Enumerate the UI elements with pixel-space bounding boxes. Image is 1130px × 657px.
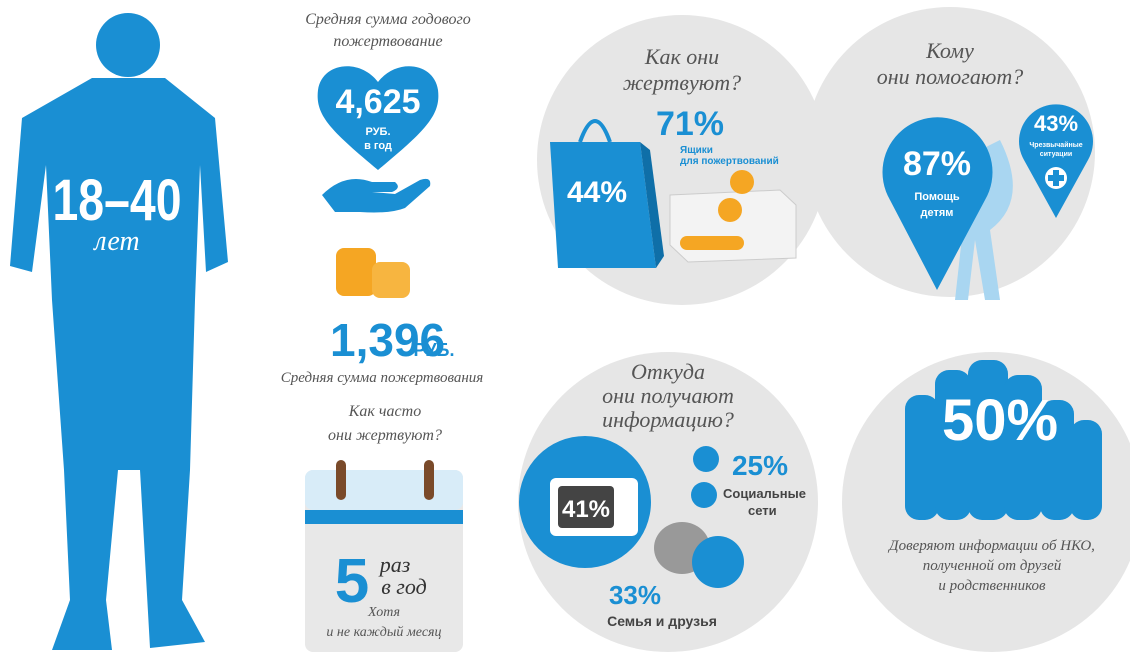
frequency-unit: в год — [381, 574, 426, 599]
sources-title: информацию? — [602, 407, 734, 432]
page: Infographic {"person": {"age": "18–40", … — [0, 0, 1130, 657]
how-box-label: для пожертвований — [680, 156, 779, 167]
annual-unit: РУБ. — [366, 126, 391, 138]
facebook-icon — [693, 446, 719, 472]
trust-caption: полученной от друзей — [923, 558, 1062, 574]
bubble — [692, 536, 744, 588]
coin-stack — [336, 248, 376, 296]
sources-social-share: 25% — [732, 450, 788, 481]
infographic: 18–40 лет Средняя сумма годового пожертв… — [0, 0, 1130, 657]
hand — [322, 179, 430, 213]
frequency-title: они жертвуют? — [328, 427, 442, 444]
body: 18–40 лет Средняя сумма годового пожертв… — [0, 0, 1130, 657]
sources-social-label: сети — [748, 503, 777, 518]
trust-caption: и родственников — [938, 578, 1046, 594]
person — [905, 395, 939, 520]
annual-title: Средняя сумма годового — [305, 11, 471, 28]
average-caption: Средняя сумма пожертвования — [281, 370, 484, 386]
coin — [718, 198, 742, 222]
whom-emergency-label: ситуации — [1040, 151, 1072, 158]
how-bag-share: 44% — [567, 176, 627, 209]
calendar-ring — [336, 460, 346, 500]
coins — [336, 248, 410, 298]
sources-social-label: Социальные — [723, 486, 806, 501]
frequency-count: 5 — [335, 547, 369, 616]
frequency-note: Хотя — [367, 605, 400, 620]
coin-stack — [372, 262, 410, 298]
calendar-ring — [424, 460, 434, 500]
twitter-icon — [691, 482, 717, 508]
how-title: жертвуют? — [623, 70, 741, 95]
sources-family-label: Семья и друзья — [607, 613, 717, 629]
sources-title: они получают — [602, 383, 734, 408]
age-unit: лет — [92, 226, 139, 257]
person — [1070, 420, 1102, 520]
frequency-title: Как часто — [348, 403, 421, 420]
whom-title: Кому — [925, 38, 974, 63]
sources-family-share: 33% — [609, 580, 661, 610]
calendar-band — [305, 510, 463, 524]
average-unit: РУБ. — [414, 340, 455, 360]
whom-children-label: детям — [921, 207, 954, 219]
coin — [730, 170, 754, 194]
silhouette-head — [96, 13, 160, 77]
whom-emergency-share: 43% — [1034, 111, 1078, 136]
whom-children-share: 87% — [903, 145, 971, 183]
whom-children-label: Помощь — [914, 191, 959, 203]
annual-unit: в год — [364, 140, 392, 152]
whom-title: они помогают? — [877, 64, 1024, 89]
how-box-share: 71% — [656, 105, 724, 143]
age: 18–40 — [52, 168, 181, 233]
whom-emergency-label: Чрезвычайные — [1029, 141, 1082, 149]
trust-caption: Доверяют информации об НКО, — [887, 538, 1095, 554]
sources-title: Откуда — [631, 359, 705, 384]
how-box-label: Ящики — [680, 145, 713, 156]
coins-pile — [680, 236, 744, 250]
silhouette-body — [10, 78, 228, 650]
annual-amount: 4,625 — [335, 83, 420, 121]
how-title: Как они — [644, 44, 719, 69]
frequency-note: и не каждый месяц — [326, 625, 441, 640]
sources-tv-share: 41% — [562, 496, 610, 523]
calendar-top — [305, 470, 463, 510]
annual-title: пожертвование — [333, 33, 442, 50]
trust-share: 50% — [942, 388, 1058, 453]
